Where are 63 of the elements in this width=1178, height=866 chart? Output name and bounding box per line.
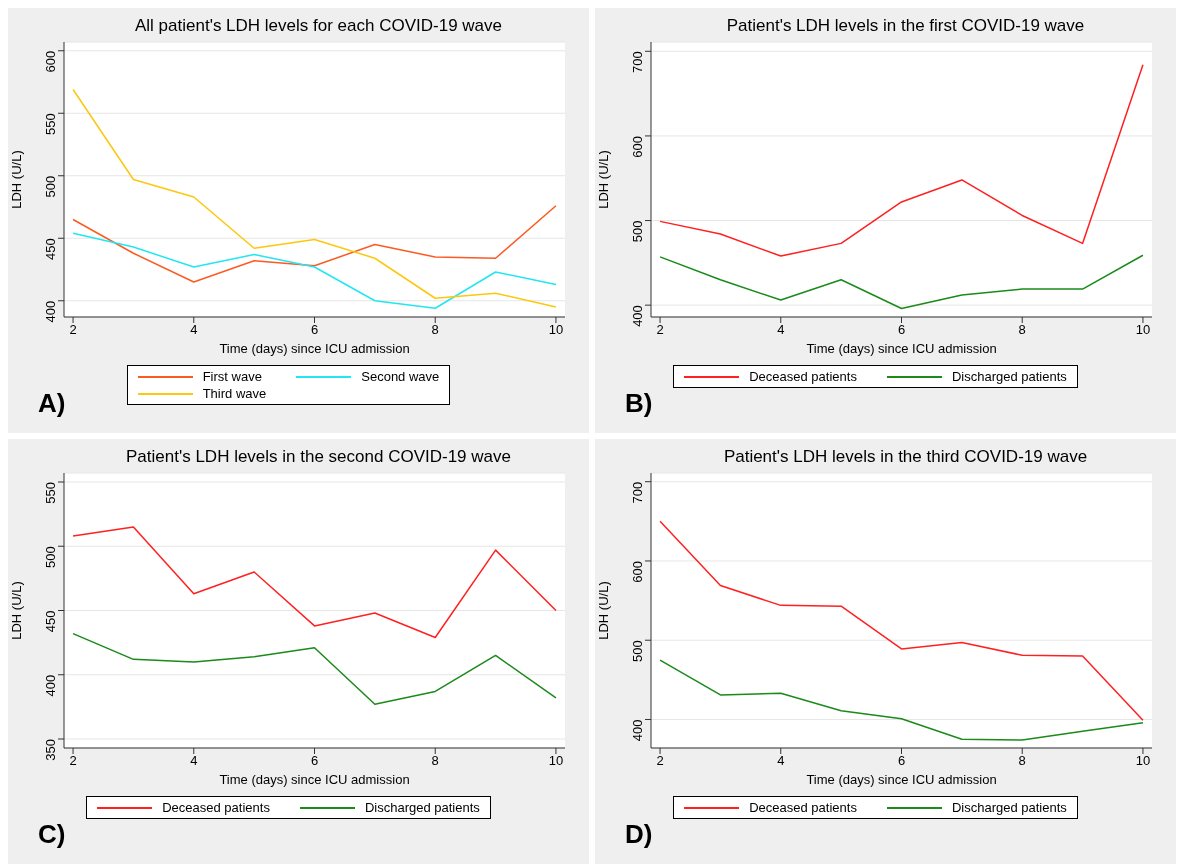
x-tick-label: 10 — [1135, 322, 1151, 338]
x-tick-label: 6 — [310, 322, 319, 338]
x-axis-title: Time (days) since ICU admission — [219, 341, 410, 356]
x-tick-label: 2 — [69, 753, 77, 769]
chart-title: All patient's LDH levels for each COVID-19 wave — [134, 15, 503, 37]
y-tick-label: 500 — [629, 640, 645, 662]
x-tick-label: 2 — [69, 322, 77, 338]
x-tick-label: 10 — [548, 322, 564, 338]
y-tick-label: 600 — [42, 50, 58, 73]
text: D) — [625, 819, 653, 850]
x-tick-label: 4 — [190, 322, 198, 338]
legend-label: Deceased patients — [162, 800, 270, 815]
x-axis-title: Time (days) since ICU admission — [806, 772, 997, 787]
y-tick-label: 500 — [42, 175, 58, 198]
y-axis-title: LDH (U/L) — [8, 150, 24, 209]
y-axis-title: LDH (U/L) — [595, 581, 611, 640]
y-tick-label: 500 — [629, 220, 645, 243]
x-tick-label: 8 — [1018, 322, 1026, 338]
y-tick-label: 400 — [629, 719, 645, 742]
x-axis-title: Time (days) since ICU admission — [219, 772, 410, 787]
x-tick-label: 8 — [431, 753, 439, 769]
x-tick-label: 10 — [548, 753, 564, 769]
y-tick-label: 500 — [42, 546, 58, 568]
y-tick-label: 700 — [629, 51, 645, 74]
x-tick-label: 6 — [310, 753, 319, 769]
chart-title: Patient's LDH levels in the second COVID-19 wave — [125, 446, 512, 468]
x-tick-label: 2 — [656, 322, 664, 338]
text: C) — [38, 819, 66, 850]
legend-label: Third wave — [202, 386, 267, 401]
x-tick-label: 8 — [1018, 753, 1026, 769]
y-tick-label: 600 — [629, 560, 645, 583]
y-tick-label: 400 — [42, 674, 58, 697]
y-tick-label: 350 — [42, 739, 58, 761]
x-tick-label: 10 — [1135, 753, 1151, 769]
legend-label: First wave — [202, 369, 262, 384]
y-tick-label: 450 — [42, 238, 58, 260]
y-tick-label: 400 — [42, 300, 58, 323]
y-axis-title: LDH (U/L) — [595, 150, 611, 209]
x-tick-label: 6 — [897, 753, 906, 769]
legend-label: Discharged patients — [951, 369, 1067, 384]
x-axis-title: Time (days) since ICU admission — [806, 341, 997, 356]
x-tick-label: 2 — [656, 753, 664, 769]
y-tick-label: 700 — [629, 481, 645, 504]
chart-title: Patient's LDH levels in the third COVID-19 wave — [722, 446, 1089, 468]
y-tick-label: 600 — [629, 135, 645, 158]
x-tick-label: 4 — [777, 322, 785, 338]
y-tick-label: 550 — [42, 113, 58, 135]
chart-title: Patient's LDH levels in the first COVID-19 wave — [725, 15, 1086, 37]
x-tick-label: 4 — [190, 753, 198, 769]
text: B) — [625, 388, 653, 419]
legend-label: Second wave — [361, 369, 440, 384]
legend-label: Discharged patients — [951, 800, 1067, 815]
legend-label: Discharged patients — [364, 800, 480, 815]
x-tick-label: 6 — [897, 322, 906, 338]
legend-label: Deceased patients — [749, 800, 857, 815]
x-tick-label: 4 — [777, 753, 785, 769]
y-axis-title: LDH (U/L) — [8, 581, 24, 640]
x-tick-label: 8 — [431, 322, 439, 338]
y-tick-label: 400 — [629, 305, 645, 327]
y-tick-label: 450 — [42, 610, 58, 633]
y-tick-label: 550 — [42, 482, 58, 504]
legend-label: Deceased patients — [749, 369, 857, 384]
text: A) — [38, 388, 66, 419]
